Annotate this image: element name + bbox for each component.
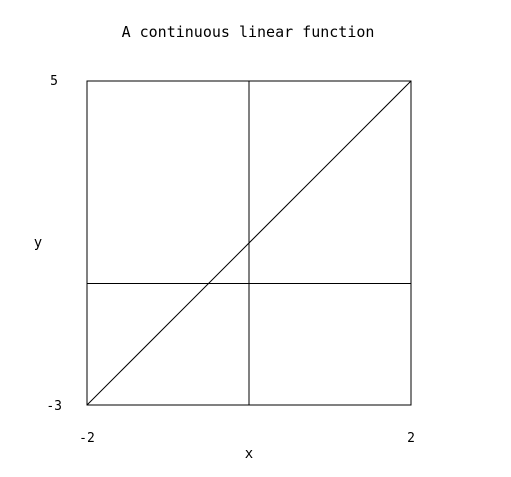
function-line (86, 80, 412, 406)
x-axis-label: x (245, 446, 253, 462)
x-tick-max: 2 (407, 431, 415, 446)
y-tick-max: 5 (50, 74, 58, 89)
y-tick-min: -3 (46, 399, 62, 414)
x-tick-min: -2 (79, 431, 95, 446)
chart-title: A continuous linear function (122, 23, 375, 41)
y-axis-label: y (34, 235, 42, 251)
